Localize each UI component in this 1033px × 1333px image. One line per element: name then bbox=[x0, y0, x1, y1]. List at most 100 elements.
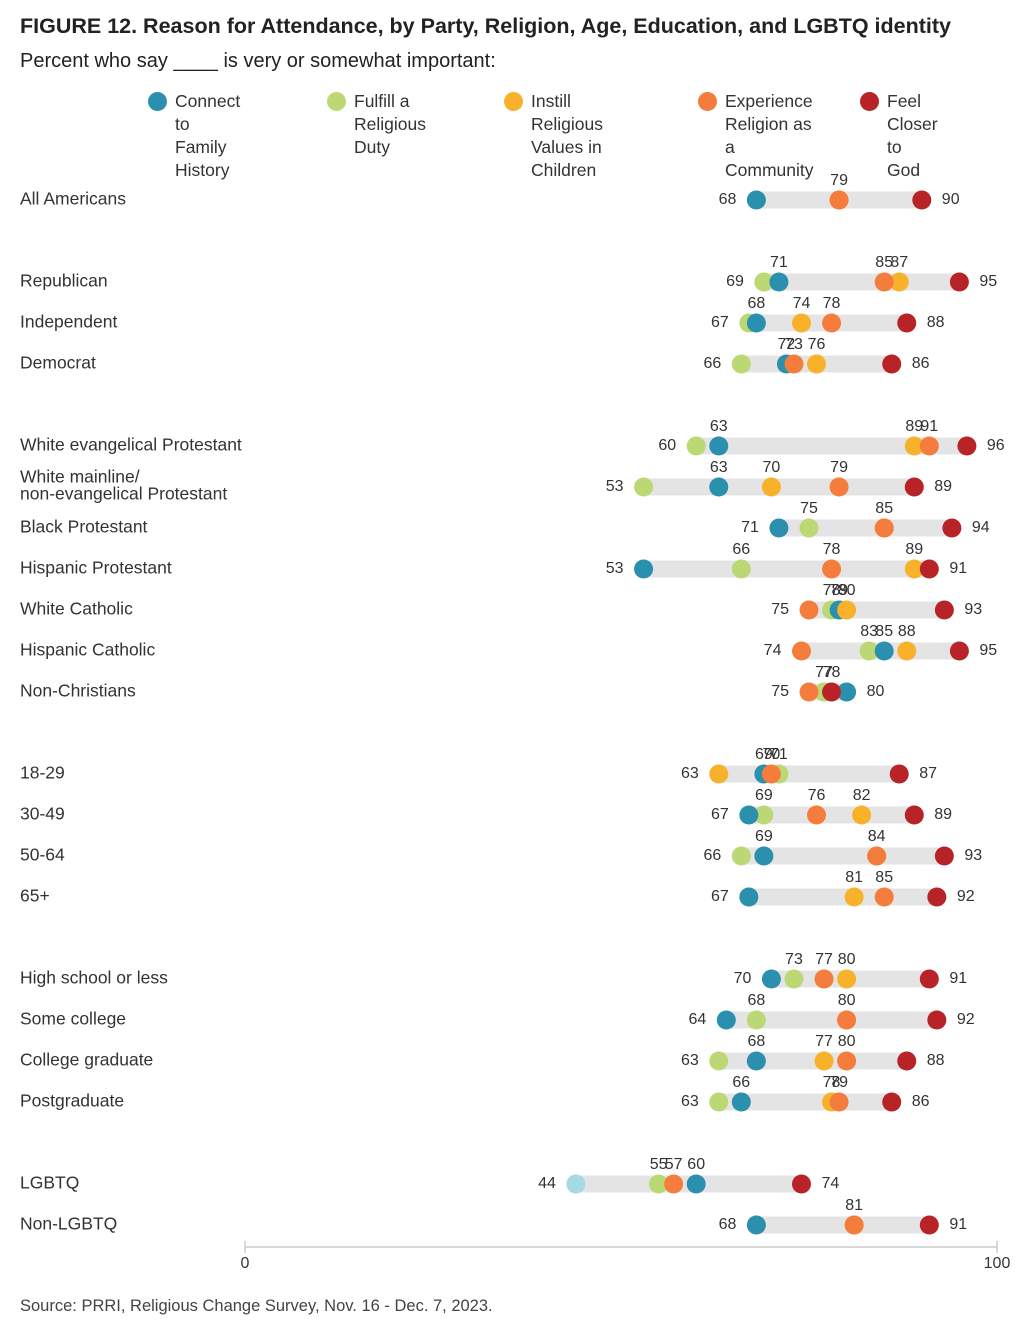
dot-community bbox=[874, 518, 894, 538]
dot-god bbox=[904, 805, 924, 825]
row-label: White mainline/ bbox=[20, 467, 140, 487]
row-label: White evangelical Protestant bbox=[20, 435, 242, 455]
dot-duty bbox=[709, 1092, 729, 1112]
value-label: 63 bbox=[710, 418, 728, 435]
value-label-right: 95 bbox=[979, 642, 997, 659]
x-tick-label: 100 bbox=[984, 1255, 1011, 1272]
value-label: 74 bbox=[793, 295, 811, 312]
value-label: 66 bbox=[732, 1074, 750, 1091]
legend-item-community: Experience Religion as a Community bbox=[698, 90, 814, 182]
row-label: Democrat bbox=[20, 353, 96, 373]
value-label-left: 74 bbox=[764, 642, 782, 659]
dot-family bbox=[731, 1092, 751, 1112]
value-label: 57 bbox=[665, 1156, 683, 1173]
dot-god bbox=[942, 518, 962, 538]
value-label-left: 67 bbox=[711, 806, 729, 823]
dot-family bbox=[746, 1051, 766, 1071]
value-label-left: 53 bbox=[606, 560, 624, 577]
legend-label-family: Connect to Family History bbox=[175, 91, 241, 180]
dot-duty bbox=[754, 805, 774, 825]
value-label: 78 bbox=[823, 295, 841, 312]
value-label-right: 91 bbox=[949, 970, 967, 987]
value-label: 66 bbox=[732, 541, 750, 558]
value-label-right: 92 bbox=[957, 888, 975, 905]
value-label: 80 bbox=[838, 992, 856, 1009]
value-label: 63 bbox=[710, 459, 728, 476]
dot-family bbox=[746, 313, 766, 333]
row-label: Republican bbox=[20, 271, 108, 291]
legend-dot-god bbox=[860, 92, 879, 111]
dot-community bbox=[799, 600, 819, 620]
value-label: 69 bbox=[755, 828, 773, 845]
value-label: 82 bbox=[853, 787, 871, 804]
value-label: 87 bbox=[890, 254, 908, 271]
value-label-right: 88 bbox=[927, 1052, 945, 1069]
value-label: 91 bbox=[920, 418, 938, 435]
dot-family bbox=[769, 272, 789, 292]
dot-duty bbox=[649, 1174, 669, 1194]
row-label: 18-29 bbox=[20, 763, 65, 783]
legend-item-family: Connect to Family History bbox=[148, 90, 240, 182]
value-label: 71 bbox=[770, 746, 788, 763]
value-label: 84 bbox=[868, 828, 886, 845]
dot-duty bbox=[709, 1051, 729, 1071]
dot-values bbox=[761, 477, 781, 497]
dot-god bbox=[927, 887, 947, 907]
value-label-right: 88 bbox=[927, 314, 945, 331]
row-label: Independent bbox=[20, 312, 117, 332]
row-label: non-evangelical Protestant bbox=[20, 484, 227, 504]
legend-label-god: Feel Closer to God bbox=[887, 91, 938, 180]
dot-community bbox=[874, 272, 894, 292]
dot-community bbox=[837, 1010, 857, 1030]
dot-family bbox=[709, 436, 729, 456]
row-label: Hispanic Catholic bbox=[20, 640, 155, 660]
legend-label-duty: Fulfill a Religious Duty bbox=[354, 91, 426, 157]
dot-family bbox=[746, 1215, 766, 1235]
value-label: 73 bbox=[785, 336, 803, 353]
value-label-right: 93 bbox=[964, 847, 982, 864]
value-label-left: 75 bbox=[771, 601, 789, 618]
value-label-left: 66 bbox=[704, 355, 722, 372]
dot-values bbox=[889, 272, 909, 292]
value-label: 69 bbox=[755, 787, 773, 804]
value-label: 60 bbox=[687, 1156, 705, 1173]
dot-god bbox=[919, 559, 939, 579]
value-label-left: 67 bbox=[711, 888, 729, 905]
dot-family bbox=[739, 887, 759, 907]
value-label: 83 bbox=[860, 623, 878, 640]
value-label-left: 75 bbox=[771, 683, 789, 700]
dot-duty bbox=[731, 846, 751, 866]
dot-community bbox=[867, 846, 887, 866]
chart-subtitle: Percent who say ____ is very or somewhat… bbox=[20, 50, 496, 72]
value-label: 89 bbox=[905, 541, 923, 558]
dot-duty bbox=[754, 272, 774, 292]
chart-title: FIGURE 12. Reason for Attendance, by Par… bbox=[20, 14, 951, 38]
value-label-left: 53 bbox=[606, 478, 624, 495]
dot-community bbox=[919, 436, 939, 456]
value-label: 69 bbox=[755, 746, 773, 763]
row-label: LGBTQ bbox=[20, 1173, 79, 1193]
dot-family bbox=[634, 559, 654, 579]
row-label: Some college bbox=[20, 1009, 126, 1029]
dot-family bbox=[769, 518, 789, 538]
row-label: Non-Christians bbox=[20, 681, 136, 701]
source-note: Source: PRRI, Religious Change Survey, N… bbox=[20, 1297, 493, 1315]
dot-god bbox=[791, 1174, 811, 1194]
dot-community bbox=[829, 190, 849, 210]
dot-values bbox=[566, 1174, 586, 1194]
value-label: 81 bbox=[845, 869, 863, 886]
value-label: 68 bbox=[747, 992, 765, 1009]
value-label-right: 87 bbox=[919, 765, 937, 782]
dot-duty bbox=[799, 518, 819, 538]
dot-community bbox=[799, 682, 819, 702]
dot-god bbox=[912, 190, 932, 210]
row-label: College graduate bbox=[20, 1050, 153, 1070]
dot-god bbox=[889, 764, 909, 784]
value-label: 85 bbox=[875, 623, 893, 640]
value-label: 55 bbox=[650, 1156, 668, 1173]
row-label: White Catholic bbox=[20, 599, 133, 619]
row-label: All Americans bbox=[20, 189, 126, 209]
legend-dot-values bbox=[504, 92, 523, 111]
dot-family bbox=[837, 682, 857, 702]
x-tick-label: 0 bbox=[241, 1255, 250, 1272]
